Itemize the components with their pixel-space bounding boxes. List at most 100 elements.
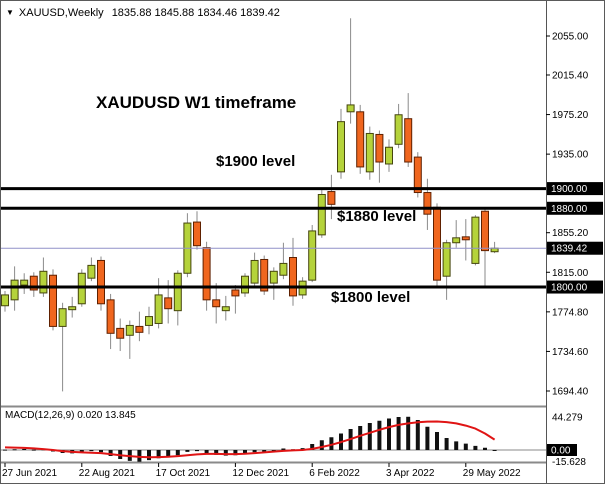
bullish-candle-body bbox=[173, 272, 182, 312]
bearish-candle-body bbox=[193, 221, 201, 247]
macd-min-label: -15.628 bbox=[552, 457, 586, 468]
bullish-candle-body bbox=[20, 279, 29, 286]
bearish-candle-body bbox=[202, 247, 211, 301]
price-box bbox=[547, 280, 603, 294]
chart-annotation-level-1900-note[interactable]: $1900 level bbox=[216, 153, 296, 170]
bearish-candle-body bbox=[97, 259, 105, 305]
price-tick-label: 1734.60 bbox=[552, 347, 589, 358]
macd-histogram-bar bbox=[166, 450, 171, 458]
bearish-candle-body bbox=[164, 297, 173, 310]
bullish-candle-body bbox=[490, 247, 499, 253]
chart-annotation-level-1880-note[interactable]: $1880 level bbox=[337, 208, 417, 225]
ohlc-summary-label: 1835.88 1845.88 1834.46 1839.42 bbox=[111, 7, 280, 19]
macd-histogram-bar bbox=[3, 449, 7, 451]
price-box bbox=[547, 201, 603, 215]
candles-group bbox=[1, 18, 499, 392]
bullish-candle-body bbox=[317, 193, 326, 236]
macd-histogram-bar bbox=[204, 450, 209, 453]
time-tick-label: 12 Dec 2021 bbox=[232, 468, 289, 479]
time-tick-label: 3 Apr 2022 bbox=[386, 468, 435, 479]
macd-max-label: 44.279 bbox=[552, 412, 583, 423]
boxed-price-label: 1800.00 bbox=[551, 283, 588, 294]
macd-histogram-bar bbox=[425, 426, 430, 450]
price-axis: 2055.00 2015.40 1975.20 1935.00 1855.20 1815.… bbox=[546, 1, 604, 483]
boxed-price-label: 1880.00 bbox=[551, 204, 588, 215]
macd-histogram-bar bbox=[271, 450, 276, 452]
price-tick-label: 1774.80 bbox=[552, 307, 589, 318]
bearish-candle-body bbox=[260, 258, 269, 292]
bearish-candle-body bbox=[481, 210, 489, 252]
bullish-candle-body bbox=[452, 237, 461, 244]
macd-histogram-bar bbox=[310, 444, 315, 450]
boxed-price-label: 1839.42 bbox=[551, 244, 588, 255]
bullish-candle-body bbox=[221, 306, 230, 312]
price-tick-label: 2055.00 bbox=[552, 32, 589, 43]
bullish-candle-body bbox=[39, 270, 48, 294]
macd-histogram-bar bbox=[367, 423, 372, 450]
macd-histogram-bar bbox=[233, 450, 238, 456]
macd-histogram-bar bbox=[435, 432, 439, 450]
chart-annotation-level-1800-note[interactable]: $1800 level bbox=[331, 289, 411, 306]
macd-histogram-bar bbox=[463, 443, 468, 450]
macd-histogram-bar bbox=[223, 450, 228, 456]
price-tick-label: 1694.40 bbox=[552, 387, 589, 398]
bullish-candle-body bbox=[241, 275, 249, 294]
bullish-candle-body bbox=[269, 270, 278, 284]
macd-histogram-bar bbox=[252, 450, 257, 453]
bullish-candle-body bbox=[68, 306, 77, 311]
macd-histogram-bar bbox=[89, 450, 94, 452]
bullish-candle-body bbox=[58, 308, 67, 327]
bearish-candle-body bbox=[29, 275, 38, 291]
macd-group bbox=[1, 416, 546, 462]
bearish-candle-body bbox=[433, 206, 441, 281]
bearish-candle-body bbox=[289, 257, 297, 297]
macd-indicator-label: MACD(12,26,9) 0.020 13.845 bbox=[5, 410, 136, 421]
price-tick-label: 2015.40 bbox=[552, 70, 589, 81]
time-tick-label: 22 Aug 2021 bbox=[79, 468, 136, 479]
bearish-candle-body bbox=[423, 192, 432, 215]
bearish-candle-body bbox=[49, 274, 57, 327]
macd-histogram-bar bbox=[147, 450, 151, 461]
price-box bbox=[547, 182, 603, 196]
bullish-candle-body bbox=[87, 264, 96, 279]
bullish-candle-body bbox=[1, 294, 9, 307]
bullish-candle-body bbox=[365, 132, 374, 173]
bearish-candle-body bbox=[375, 133, 384, 163]
macd-zero-box bbox=[547, 444, 577, 456]
bullish-candle-body bbox=[346, 104, 355, 113]
chart-annotation-timeframe-note[interactable]: XAUDUSD W1 timeframe bbox=[96, 93, 297, 112]
chart-expander-icon[interactable]: ▼ bbox=[6, 8, 14, 17]
macd-histogram-bar bbox=[454, 441, 459, 450]
bearish-candle-body bbox=[327, 191, 336, 205]
bearish-candle-body bbox=[461, 236, 470, 241]
chart-title-row: ▼ XAUUSD,Weekly 1835.88 1845.88 1834.46 … bbox=[6, 7, 280, 19]
bullish-candle-body bbox=[10, 279, 19, 301]
bullish-candle-body bbox=[250, 259, 259, 284]
macd-histogram-bar bbox=[214, 450, 219, 455]
macd-histogram-bar bbox=[185, 450, 190, 452]
bullish-candle-body bbox=[394, 114, 403, 145]
macd-histogram-bar bbox=[99, 450, 103, 453]
bearish-candle-body bbox=[404, 118, 413, 163]
macd-histogram-bar bbox=[358, 426, 363, 450]
macd-histogram-bar bbox=[12, 449, 17, 451]
macd-histogram-bar bbox=[377, 420, 382, 450]
macd-histogram-bar bbox=[22, 448, 27, 450]
time-tick-label: 17 Oct 2021 bbox=[156, 468, 211, 479]
bearish-candle-body bbox=[413, 156, 422, 194]
macd-histogram-bar bbox=[483, 447, 487, 450]
levels-group bbox=[1, 187, 546, 289]
price-box bbox=[547, 241, 603, 255]
macd-histogram-bar bbox=[108, 450, 113, 456]
price-tick-label: 1815.00 bbox=[552, 268, 589, 279]
bullish-candle-body bbox=[337, 121, 345, 173]
macd-histogram-bar bbox=[319, 440, 324, 450]
time-tick-label: 29 May 2022 bbox=[463, 468, 521, 479]
macd-histogram-bar bbox=[195, 450, 199, 452]
macd-histogram-bar bbox=[243, 450, 247, 454]
price-tick-label: 1935.00 bbox=[552, 150, 589, 161]
boxed-price-label: 1900.00 bbox=[551, 184, 588, 195]
macd-histogram-bar bbox=[406, 416, 411, 450]
